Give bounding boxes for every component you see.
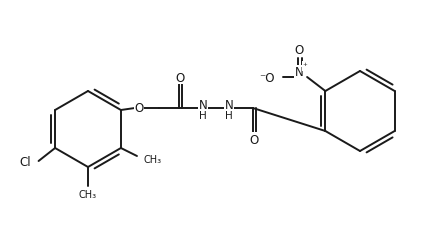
Text: H: H (199, 110, 207, 121)
Text: H: H (225, 110, 233, 121)
Text: N: N (295, 66, 303, 79)
Text: Cl: Cl (19, 155, 30, 168)
Text: ⁻O: ⁻O (260, 71, 275, 84)
Text: CH₃: CH₃ (79, 189, 97, 199)
Text: O: O (134, 102, 144, 115)
Text: N: N (224, 99, 233, 112)
Text: ⁺: ⁺ (303, 62, 307, 71)
Text: O: O (249, 133, 259, 146)
Text: O: O (295, 44, 304, 57)
Text: N: N (198, 99, 207, 112)
Text: CH₃: CH₃ (144, 154, 162, 164)
Text: O: O (175, 71, 184, 84)
